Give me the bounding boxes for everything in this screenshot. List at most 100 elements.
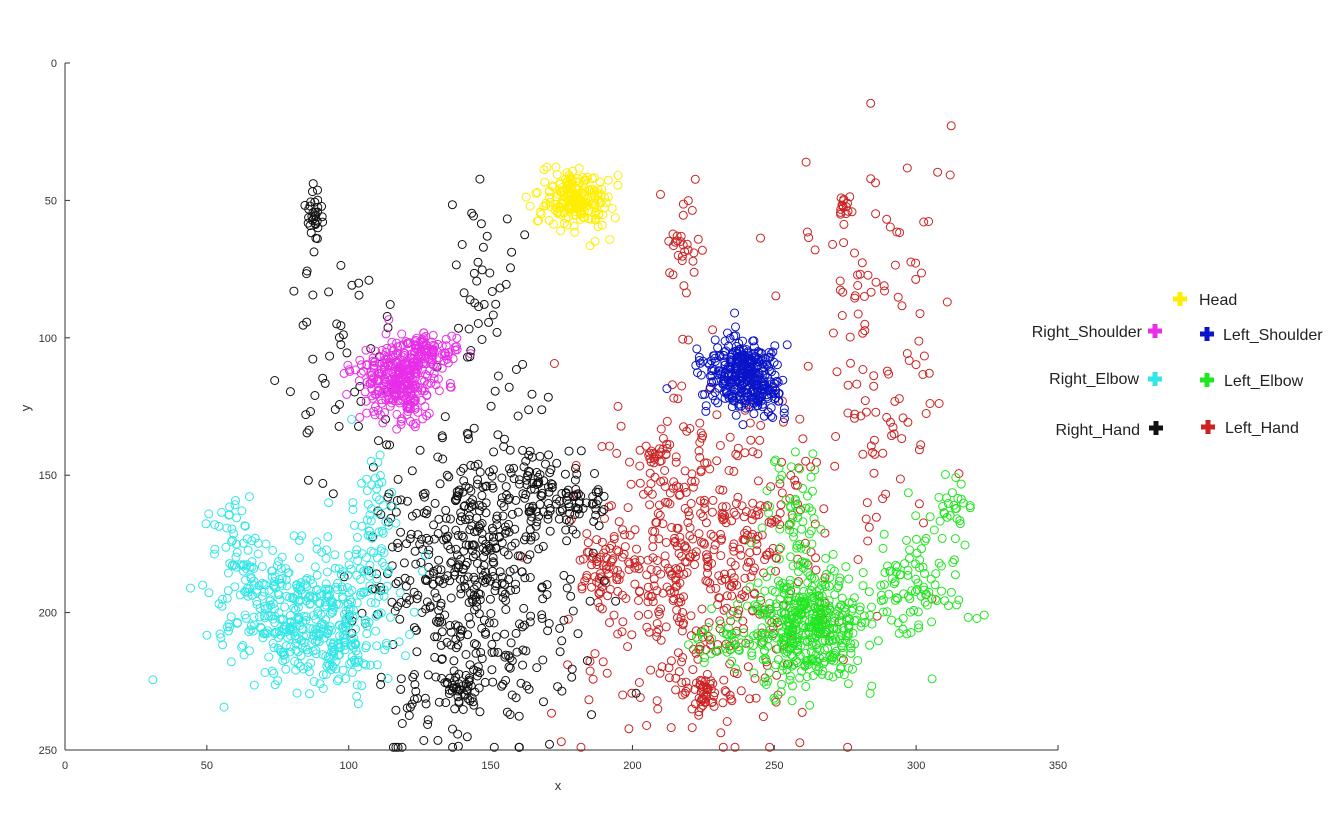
plus-icon [1201, 420, 1215, 434]
scatter-point [828, 630, 838, 640]
scatter-point [858, 449, 868, 459]
scatter-point [526, 516, 536, 526]
scatter-point [783, 647, 792, 657]
scatter-point [412, 625, 421, 635]
scatter-point [308, 290, 318, 300]
scatter-point [421, 339, 431, 349]
scatter-point [620, 542, 630, 552]
scatter-point [557, 489, 567, 498]
scatter-point [659, 476, 669, 486]
scatter-point [894, 394, 904, 404]
scatter-point [837, 200, 847, 210]
scatter-point [740, 448, 750, 458]
scatter-point [674, 548, 684, 558]
scatter-point [521, 192, 531, 202]
scatter-point [818, 577, 828, 587]
scatter-point [594, 521, 604, 531]
scatter-point [731, 410, 741, 420]
scatter-point [850, 409, 860, 419]
scatter-point [915, 309, 925, 319]
scatter-point [810, 465, 820, 475]
scatter-point [245, 646, 254, 656]
scatter-point [351, 646, 361, 656]
scatter-point [667, 523, 677, 532]
scatter-point [376, 546, 386, 556]
scatter-point [447, 200, 457, 210]
scatter-point [744, 635, 754, 645]
scatter-point [801, 545, 811, 554]
scatter-point [429, 368, 439, 378]
scatter-point [306, 407, 315, 416]
scatter-point [558, 186, 567, 196]
scatter-point [243, 545, 253, 555]
scatter-point [396, 495, 406, 505]
scatter-point [664, 673, 674, 683]
scatter-point [487, 639, 497, 649]
scatter-point [253, 549, 263, 559]
scatter-point [752, 604, 762, 614]
scatter-point [471, 592, 481, 602]
scatter-point [345, 609, 355, 619]
scatter-point [556, 226, 566, 236]
series-right-shoulder [339, 315, 476, 434]
scatter-point [916, 440, 926, 450]
scatter-point [946, 587, 956, 597]
scatter-point [643, 555, 653, 565]
scatter-point [752, 539, 762, 549]
scatter-point [506, 263, 515, 273]
scatter-point [577, 581, 587, 591]
scatter-point [446, 593, 456, 603]
scatter-point [473, 257, 483, 267]
scatter-point [761, 680, 771, 689]
y-tick-label: 250 [39, 745, 57, 757]
scatter-point [277, 552, 287, 562]
scatter-point [760, 646, 769, 656]
scatter-point [778, 375, 788, 385]
scatter-point [914, 336, 924, 346]
scatter-point [878, 595, 888, 605]
scatter-point [660, 497, 670, 507]
scatter-point [549, 219, 559, 229]
scatter-point [697, 695, 707, 704]
scatter-point [965, 503, 975, 513]
scatter-point [446, 544, 455, 554]
scatter-point [678, 608, 688, 617]
scatter-point [361, 345, 371, 355]
scatter-point [599, 491, 609, 501]
scatter-point [670, 533, 679, 543]
scatter-point [492, 511, 502, 521]
scatter-point [290, 656, 300, 666]
scatter-point [562, 168, 572, 178]
scatter-point [732, 669, 742, 679]
scatter-point [471, 640, 481, 650]
scatter-point [485, 467, 494, 477]
scatter-point [252, 596, 262, 606]
legend: Head Right_Shoulder Left_Shoulder Right_… [1032, 292, 1323, 439]
scatter-point [469, 590, 479, 600]
scatter-point [824, 671, 834, 681]
scatter-point [563, 660, 573, 670]
scatter-point [479, 299, 489, 309]
scatter-point [752, 546, 762, 556]
scatter-point [718, 502, 727, 512]
scatter-point [313, 195, 323, 205]
scatter-point [670, 237, 680, 247]
scatter-point [407, 466, 417, 476]
scatter-point [513, 507, 523, 517]
scatter-point [871, 178, 880, 188]
scatter-point [707, 366, 717, 376]
scatter-point [561, 525, 571, 535]
scatter-point [587, 174, 597, 184]
scatter-point [774, 463, 784, 473]
scatter-point [764, 668, 774, 678]
scatter-point [605, 235, 615, 245]
scatter-point [375, 471, 385, 480]
scatter-point [683, 196, 693, 206]
scatter-point [953, 494, 963, 503]
scatter-point [603, 591, 613, 601]
scatter-point [446, 627, 456, 637]
scatter-point [311, 233, 321, 243]
scatter-point [762, 486, 772, 496]
scatter-point [729, 573, 739, 583]
scatter-point [291, 665, 301, 675]
